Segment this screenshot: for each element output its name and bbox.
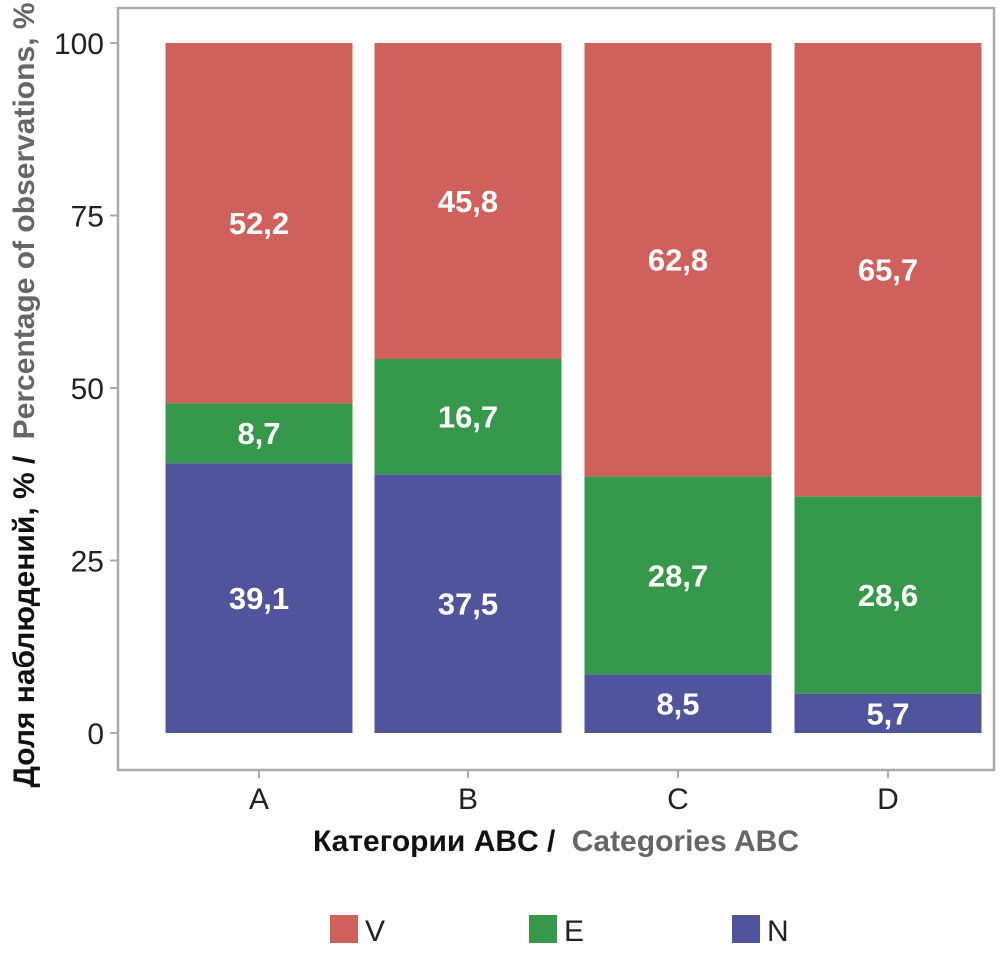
- data-label-d-n: 5,7: [866, 696, 909, 731]
- bar-a-v: [165, 43, 353, 404]
- bar-c-n: [584, 674, 772, 733]
- y-axis-title-ru: Доля наблюдений, % /: [8, 455, 41, 787]
- data-label-b-n: 37,5: [438, 587, 498, 622]
- x-tick-label: C: [667, 783, 689, 816]
- legend-swatch-v: [330, 915, 358, 943]
- data-label-c-v: 62,8: [648, 243, 708, 278]
- legend-label-v: V: [365, 915, 385, 948]
- bar-a-e: [165, 403, 353, 464]
- data-label-a-e: 8,7: [237, 416, 280, 451]
- x-axis-title-ru: Категории ABC /: [313, 825, 556, 858]
- x-tick-label: D: [877, 783, 899, 816]
- data-label-b-v: 45,8: [438, 184, 498, 219]
- y-axis: 0 25 50 75 100: [54, 28, 118, 751]
- y-tick-label: 25: [71, 546, 104, 579]
- legend-swatch-n: [732, 915, 760, 943]
- y-tick-label: 50: [71, 373, 104, 406]
- y-tick-label: 100: [54, 28, 104, 61]
- bars-layer: [165, 43, 982, 733]
- x-axis-title-en: Categories ABC: [572, 825, 799, 858]
- data-label-d-v: 65,7: [858, 253, 918, 288]
- y-tick-label: 75: [71, 201, 104, 234]
- bar-c-v: [584, 43, 772, 477]
- bar-d-e: [794, 496, 982, 694]
- data-label-d-e: 28,6: [858, 578, 918, 613]
- bar-a-n: [165, 463, 353, 733]
- y-tick-label: 0: [87, 718, 104, 751]
- y-axis-title: Доля наблюдений, % / Percentage of obser…: [8, 3, 41, 788]
- y-axis-title-en: Percentage of observations, %: [8, 3, 41, 440]
- data-label-c-e: 28,7: [648, 558, 708, 593]
- bar-b-n: [374, 474, 562, 733]
- x-tick-label: B: [458, 783, 478, 816]
- legend-label-e: E: [564, 915, 584, 948]
- x-tick-label: A: [249, 783, 269, 816]
- data-label-b-e: 16,7: [438, 400, 498, 435]
- bar-d-v: [794, 43, 982, 497]
- legend-label-n: N: [767, 915, 789, 948]
- x-axis: A B C D: [249, 770, 899, 816]
- data-label-a-n: 39,1: [229, 581, 289, 616]
- data-label-c-n: 8,5: [656, 687, 699, 722]
- bar-b-e: [374, 359, 562, 475]
- bar-b-v: [374, 43, 562, 360]
- legend-swatch-e: [529, 915, 557, 943]
- bar-d-n: [794, 693, 982, 733]
- bar-c-e: [584, 476, 772, 675]
- x-axis-title: Категории ABC / Categories ABC: [313, 825, 799, 858]
- data-label-a-v: 52,2: [229, 206, 289, 241]
- data-labels-layer: 39,1 8,7 52,2 37,5 16,7 45,8 8,5 28,7 62,8 5,7 28,…: [229, 184, 918, 731]
